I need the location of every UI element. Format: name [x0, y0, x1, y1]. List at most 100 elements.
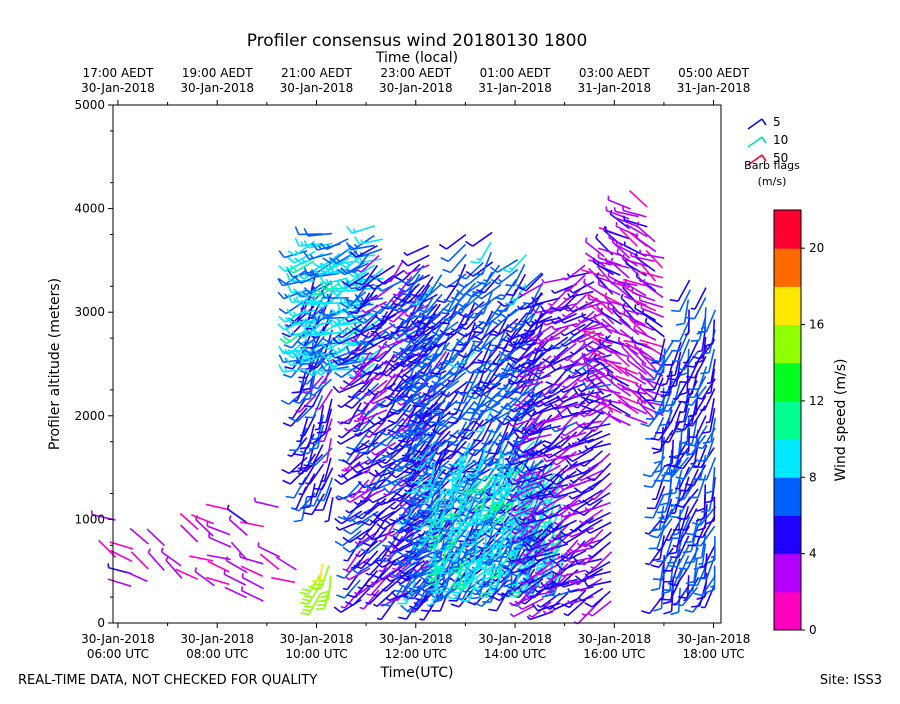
barb-flag [306, 505, 315, 506]
barb-flag [493, 522, 502, 523]
barb-half-flag [242, 573, 243, 577]
barb-half-flag [227, 556, 228, 560]
barb-flag [431, 531, 439, 532]
barb-flag [451, 604, 459, 607]
barb-half-flag [488, 519, 492, 520]
barb-half-flag [360, 303, 364, 304]
barb-half-flag [503, 481, 507, 482]
barb-half-flag [496, 552, 500, 553]
barb-half-flag [512, 585, 516, 586]
barb-shaft [125, 572, 147, 582]
barb-flag [498, 311, 507, 312]
barb-half-flag [374, 378, 378, 380]
barb-half-flag [383, 501, 387, 503]
barb-half-flag [504, 571, 508, 572]
barb-half-flag [501, 373, 505, 374]
barb-half-flag [446, 588, 450, 589]
wind-barb [295, 238, 323, 246]
barb-flag [284, 345, 292, 348]
barb-half-flag [544, 458, 546, 461]
barb-shaft [162, 552, 182, 566]
barb-flag [335, 479, 342, 484]
barb-half-flag [362, 310, 365, 313]
barb-half-flag [353, 371, 357, 372]
barb-half-flag [324, 521, 328, 522]
barb-half-flag [477, 259, 481, 260]
barb-half-flag [404, 271, 407, 274]
barb-flag [402, 260, 408, 266]
barb-flag [339, 263, 346, 267]
barb-shaft [206, 577, 229, 584]
barb-flag [426, 578, 435, 579]
wind-barb [337, 432, 361, 444]
barb-flag [487, 497, 496, 498]
barb-flag [391, 592, 397, 598]
barb-flag [481, 443, 490, 444]
barb-shaft [131, 552, 148, 569]
barb-flag [278, 324, 284, 330]
barb-flag [304, 406, 312, 407]
barb-half-flag [522, 553, 526, 555]
barb-flag [472, 568, 480, 569]
barb-half-flag [515, 601, 519, 603]
barb-half-flag [195, 567, 196, 571]
barb-half-flag [439, 481, 443, 482]
barb-flag [489, 334, 497, 335]
barb-flag [446, 546, 455, 547]
barb-half-flag [480, 555, 484, 556]
barb-flag [292, 392, 301, 393]
wind-barbs-layer [92, 191, 716, 624]
barb-shaft [206, 504, 229, 509]
barb-half-flag [386, 388, 390, 389]
barb-half-flag [353, 229, 356, 232]
barb-half-flag [542, 279, 544, 283]
barb-flag [294, 454, 302, 455]
barb-flag [428, 574, 437, 575]
barb-flag [339, 295, 342, 303]
barb-flag [448, 422, 456, 423]
barb-flag [301, 613, 309, 614]
barb-half-flag [524, 330, 528, 331]
barb-flag [382, 545, 390, 547]
barb-flag [491, 321, 499, 325]
barb-half-flag [554, 522, 558, 524]
barb-half-flag [429, 484, 433, 485]
barb-flag [407, 611, 416, 612]
barb-half-flag [495, 459, 499, 460]
wind-barb [320, 575, 330, 601]
barb-half-flag [409, 497, 413, 498]
barb-half-flag [386, 452, 389, 455]
barb-half-flag [463, 526, 467, 527]
barb-flag [317, 605, 325, 606]
wind-barb [338, 393, 361, 407]
barb-flag [310, 386, 318, 388]
barb-shaft [166, 560, 182, 578]
barb-half-flag [448, 380, 452, 381]
barb-half-flag [328, 344, 331, 347]
wind-barb [206, 577, 229, 584]
chart-title: Profiler consensus wind 20180130 1800 [247, 31, 588, 51]
barb-flag [426, 509, 435, 510]
barb-half-flag [379, 346, 382, 349]
barb-flag [314, 489, 323, 490]
barb-half-flag [364, 462, 368, 464]
barb-half-flag [385, 555, 389, 556]
barb-half-flag [382, 316, 386, 318]
barb-half-flag [534, 589, 537, 592]
barb-half-flag [436, 527, 440, 528]
barb-flag [302, 610, 310, 611]
barb-flag [464, 582, 472, 583]
wind-barb [347, 226, 375, 233]
barb-half-flag [389, 376, 392, 379]
barb-flag [343, 547, 350, 552]
barb-flag [377, 279, 384, 284]
barb-flag [406, 424, 415, 425]
barb-half-flag [228, 505, 229, 509]
barb-flag [532, 604, 537, 611]
barb-shaft [260, 554, 278, 569]
barb-flag [447, 542, 456, 543]
barb-flag [479, 321, 487, 323]
barb-flag [283, 480, 291, 484]
barb-shaft [514, 274, 525, 295]
